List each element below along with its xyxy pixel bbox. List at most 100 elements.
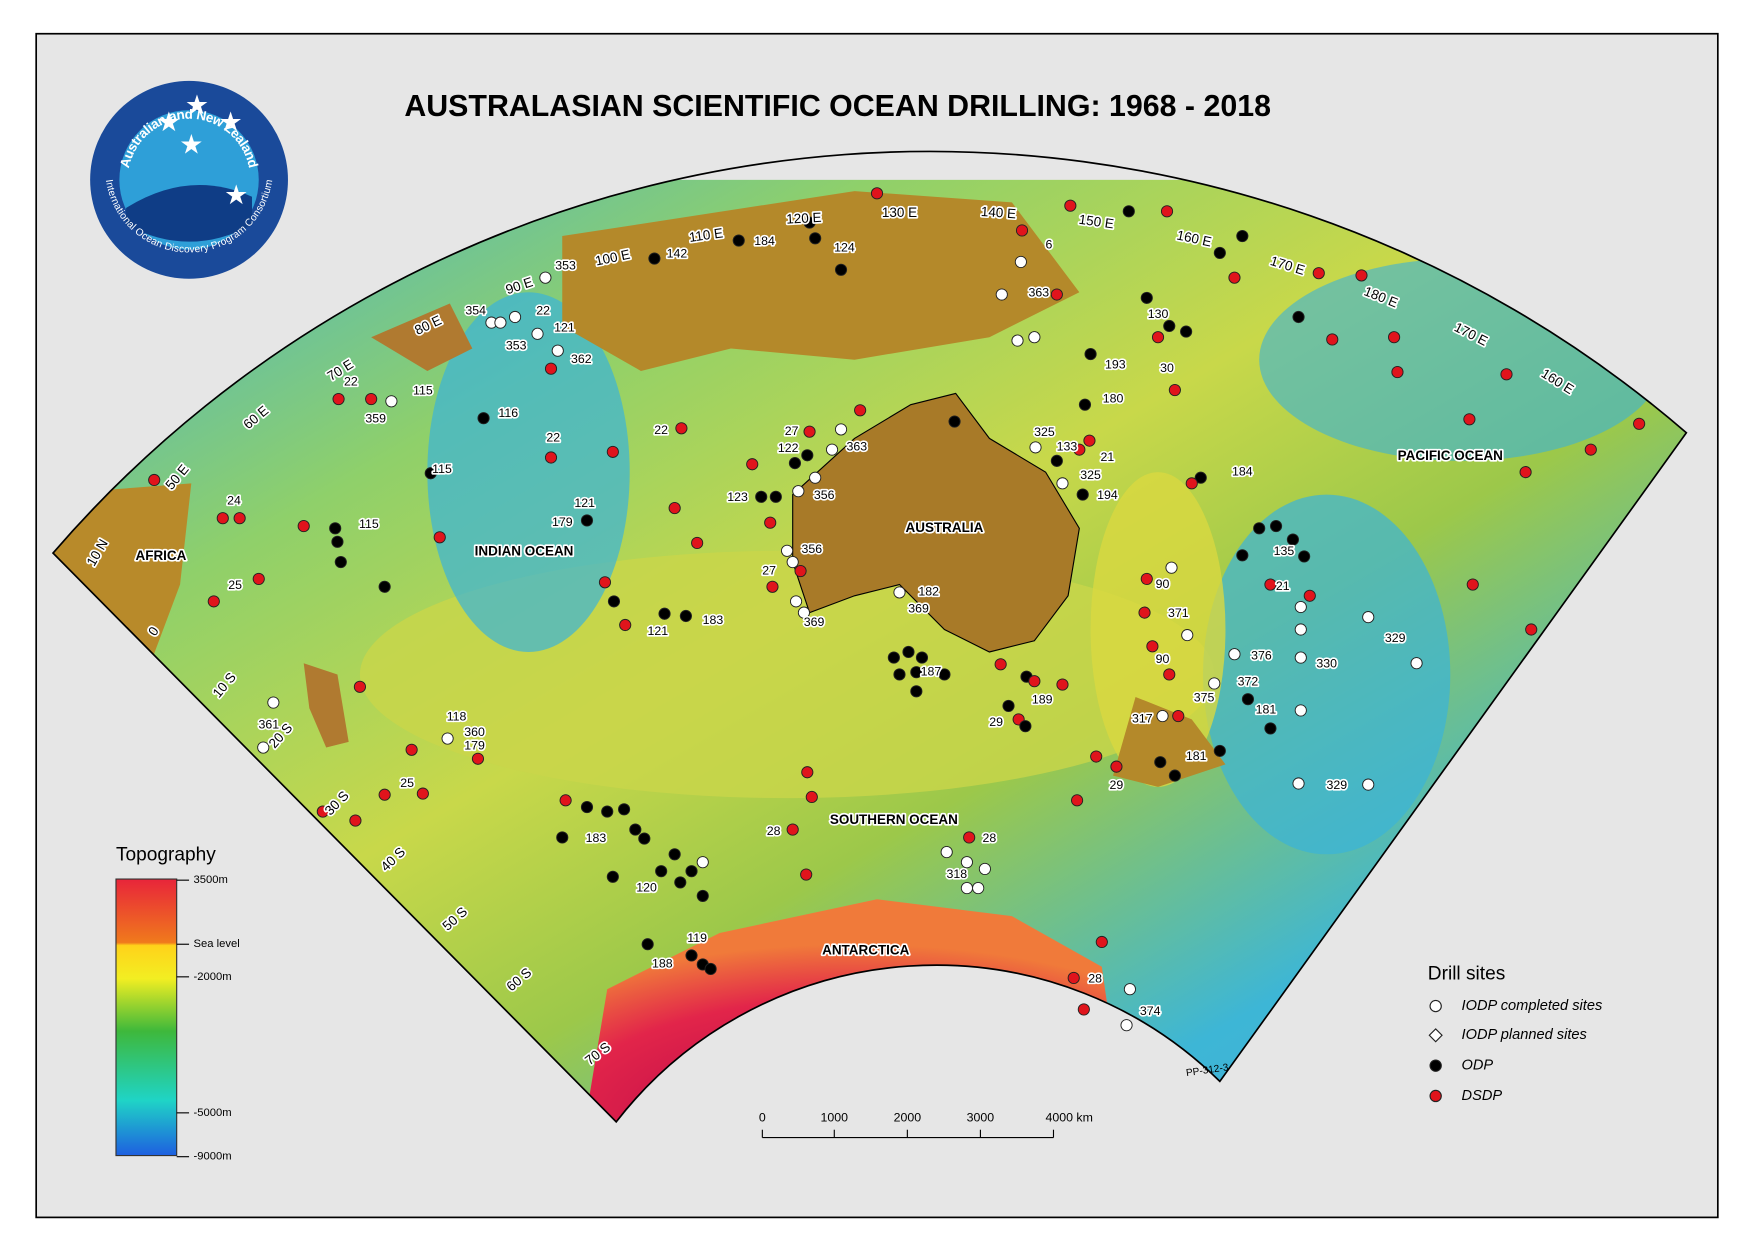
drill-site xyxy=(1120,1019,1133,1032)
drill-site xyxy=(494,316,507,329)
site-label: 179 xyxy=(464,739,485,753)
drill-site xyxy=(1029,441,1042,454)
drill-site xyxy=(1011,334,1024,347)
site-label: 329 xyxy=(1385,631,1406,645)
plateau xyxy=(1090,472,1226,787)
topography-colorbar xyxy=(115,878,178,1157)
drill-site xyxy=(893,668,906,681)
region-label: PACIFIC OCEAN xyxy=(1398,448,1503,463)
drill-site xyxy=(1466,578,1479,591)
drill-site xyxy=(297,520,310,533)
drill-site xyxy=(1264,578,1277,591)
site-label: 135 xyxy=(1274,544,1295,558)
drill-site xyxy=(746,458,759,471)
drill-site xyxy=(870,187,884,200)
drill-site xyxy=(704,962,717,976)
drill-site xyxy=(1067,971,1080,985)
drill-site xyxy=(788,457,802,470)
drill-site xyxy=(1056,477,1069,490)
site-label: 361 xyxy=(259,717,280,731)
drill-site xyxy=(648,252,661,265)
drill-site xyxy=(365,392,378,406)
drill-site xyxy=(1633,417,1646,430)
drill-site xyxy=(257,741,270,754)
drill-site xyxy=(1076,488,1089,501)
drill-site xyxy=(797,606,811,619)
logo: Australian and New Zealand International… xyxy=(90,80,288,279)
drill-site xyxy=(1014,255,1027,268)
scale-label: 1000 xyxy=(821,1111,849,1125)
site-label: 133 xyxy=(1057,440,1078,454)
drill-site xyxy=(539,271,552,284)
drill-site xyxy=(786,555,799,569)
drill-site xyxy=(216,512,229,525)
drill-site xyxy=(1163,319,1176,333)
drill-site xyxy=(1181,629,1194,642)
drill-site xyxy=(329,522,342,535)
legend-symbol xyxy=(1428,1028,1443,1043)
drill-site xyxy=(805,790,818,804)
drill-site xyxy=(1208,677,1221,690)
drill-site xyxy=(1228,648,1241,661)
drill-site xyxy=(948,415,961,428)
drill-site xyxy=(789,595,803,608)
drill-site xyxy=(1286,533,1299,546)
drill-site xyxy=(1269,520,1283,533)
drill-site xyxy=(801,449,814,462)
drill-site xyxy=(1298,550,1311,563)
drill-site xyxy=(332,392,345,406)
site-label: 22 xyxy=(654,423,668,437)
site-label: 123 xyxy=(727,490,748,504)
site-label: 353 xyxy=(506,338,527,352)
site-label: 353 xyxy=(555,259,576,273)
drill-site xyxy=(668,502,681,515)
drill-site xyxy=(800,868,813,881)
drill-site xyxy=(252,572,265,585)
drill-site xyxy=(1253,522,1266,535)
drill-site xyxy=(1388,331,1401,344)
drill-site xyxy=(803,425,816,438)
site-label: 30 xyxy=(1160,361,1174,375)
drill-site xyxy=(1180,325,1193,338)
map-outline xyxy=(51,150,1688,1124)
drill-site xyxy=(978,862,991,875)
site-label: 376 xyxy=(1251,649,1272,663)
site-label: 121 xyxy=(647,624,668,638)
drill-site xyxy=(601,805,614,818)
site-label: 28 xyxy=(767,824,781,838)
drill-site xyxy=(674,876,687,889)
site-label: 181 xyxy=(1256,703,1277,717)
drill-site xyxy=(994,658,1007,671)
site-label: 121 xyxy=(554,321,575,335)
drill-site xyxy=(1071,794,1084,807)
drill-site xyxy=(1168,383,1181,397)
site-label: 29 xyxy=(989,715,1003,729)
drill-site xyxy=(792,485,805,498)
drill-site xyxy=(619,618,632,632)
drill-site xyxy=(559,794,572,807)
site-label: 371 xyxy=(1168,606,1189,620)
drill-site xyxy=(629,823,642,836)
site-label: 329 xyxy=(1326,778,1347,792)
drill-site xyxy=(668,848,681,861)
map-title: AUSTRALASIAN SCIENTIFIC OCEAN DRILLING: … xyxy=(404,90,1271,123)
madagascar-land xyxy=(303,663,349,748)
drill-site xyxy=(1292,310,1305,324)
drill-site xyxy=(1355,269,1368,282)
australia-land xyxy=(792,392,1080,653)
drill-site xyxy=(424,467,437,480)
logo-land xyxy=(126,185,253,242)
drill-site xyxy=(531,327,544,340)
scale-label: 3000 xyxy=(967,1111,995,1125)
topography-title: Topography xyxy=(116,844,216,865)
drill-site xyxy=(803,216,816,229)
drill-site xyxy=(655,865,668,878)
site-label: 119 xyxy=(687,931,707,945)
drill-site xyxy=(1078,398,1092,411)
drill-site xyxy=(1028,331,1041,344)
drill-site xyxy=(1294,651,1307,664)
drill-site xyxy=(580,801,594,814)
drill-site xyxy=(696,889,709,902)
site-label: 130 xyxy=(1148,307,1169,321)
site-label: 22 xyxy=(546,431,560,445)
